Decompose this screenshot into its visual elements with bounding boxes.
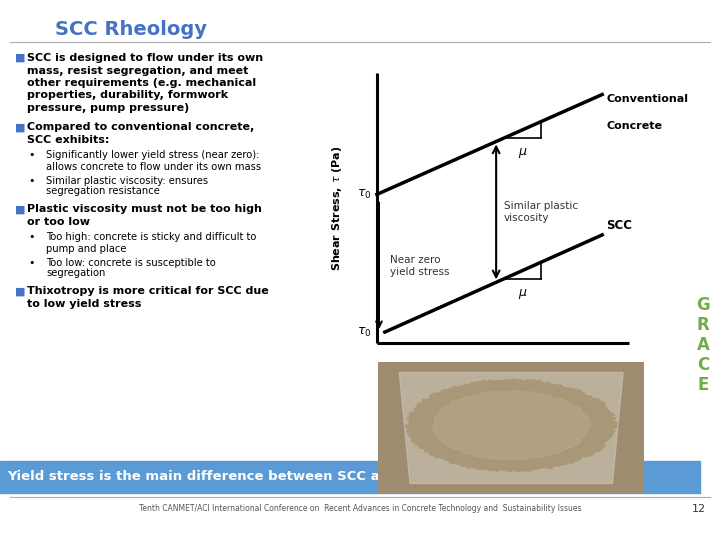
Text: Plastic viscosity must not be too high: Plastic viscosity must not be too high — [27, 205, 262, 214]
Text: Concrete: Concrete — [606, 122, 662, 132]
Text: Thixotropy is more critical for SCC due: Thixotropy is more critical for SCC due — [27, 287, 269, 296]
Text: Similar plastic viscosity: ensures: Similar plastic viscosity: ensures — [46, 176, 208, 186]
Text: SCC Rheology: SCC Rheology — [55, 20, 207, 39]
Text: C: C — [697, 356, 709, 374]
Text: ■: ■ — [15, 53, 25, 63]
Text: Too low: concrete is susceptible to: Too low: concrete is susceptible to — [46, 258, 216, 267]
Text: other requirements (e.g. mechanical: other requirements (e.g. mechanical — [27, 78, 256, 88]
Text: Shear Rate, $\dot{\gamma}$ (1/s): Shear Rate, $\dot{\gamma}$ (1/s) — [437, 375, 569, 393]
Text: pressure, pump pressure): pressure, pump pressure) — [27, 103, 189, 113]
Text: Tenth CANMET/ACI International Conference on  Recent Advances in Concrete Techno: Tenth CANMET/ACI International Conferenc… — [139, 504, 581, 513]
Text: SCC is designed to flow under its own: SCC is designed to flow under its own — [27, 53, 263, 63]
Text: SCC: SCC — [606, 219, 632, 232]
Polygon shape — [405, 379, 617, 472]
Text: pump and place: pump and place — [46, 244, 127, 253]
Text: mass, resist segregation, and meet: mass, resist segregation, and meet — [27, 65, 248, 76]
Text: 12: 12 — [692, 504, 706, 514]
Text: E: E — [697, 376, 708, 394]
Polygon shape — [400, 373, 623, 483]
Text: ■: ■ — [15, 123, 25, 132]
Text: Yield stress is the main difference between SCC and conventional concrete.: Yield stress is the main difference betw… — [7, 470, 575, 483]
Text: G: G — [696, 296, 710, 314]
Text: segregation resistance: segregation resistance — [46, 186, 160, 197]
Text: Near zero
yield stress: Near zero yield stress — [390, 255, 449, 276]
Text: allows concrete to flow under its own mass: allows concrete to flow under its own ma… — [46, 161, 261, 172]
Text: •: • — [28, 151, 35, 160]
Text: $\mu$: $\mu$ — [518, 146, 528, 160]
Text: ■: ■ — [15, 287, 25, 296]
Text: Shear Stress, $\tau$ (Pa): Shear Stress, $\tau$ (Pa) — [330, 145, 344, 271]
Polygon shape — [378, 362, 644, 494]
Text: •: • — [28, 258, 35, 267]
Text: segregation: segregation — [46, 268, 105, 279]
Text: to low yield stress: to low yield stress — [27, 299, 141, 309]
Text: $\tau_0$: $\tau_0$ — [357, 326, 372, 339]
Text: properties, durability, formwork: properties, durability, formwork — [27, 91, 228, 100]
Text: Too high: concrete is sticky and difficult to: Too high: concrete is sticky and difficu… — [46, 233, 256, 242]
Text: Compared to conventional concrete,: Compared to conventional concrete, — [27, 123, 254, 132]
Polygon shape — [431, 390, 591, 460]
Text: Significantly lower yield stress (near zero):: Significantly lower yield stress (near z… — [46, 151, 259, 160]
Text: $\tau_0$: $\tau_0$ — [357, 188, 372, 201]
Text: Similar plastic
viscosity: Similar plastic viscosity — [504, 201, 578, 222]
Text: ■: ■ — [15, 205, 25, 214]
Bar — [0, 461, 700, 493]
Text: Conventional: Conventional — [606, 94, 688, 105]
Text: R: R — [697, 316, 709, 334]
Text: SCC exhibits:: SCC exhibits: — [27, 135, 109, 145]
Text: or too low: or too low — [27, 217, 90, 227]
Text: A: A — [696, 336, 709, 354]
Text: •: • — [28, 233, 35, 242]
Text: $\mu$: $\mu$ — [518, 287, 528, 301]
Text: •: • — [28, 176, 35, 186]
